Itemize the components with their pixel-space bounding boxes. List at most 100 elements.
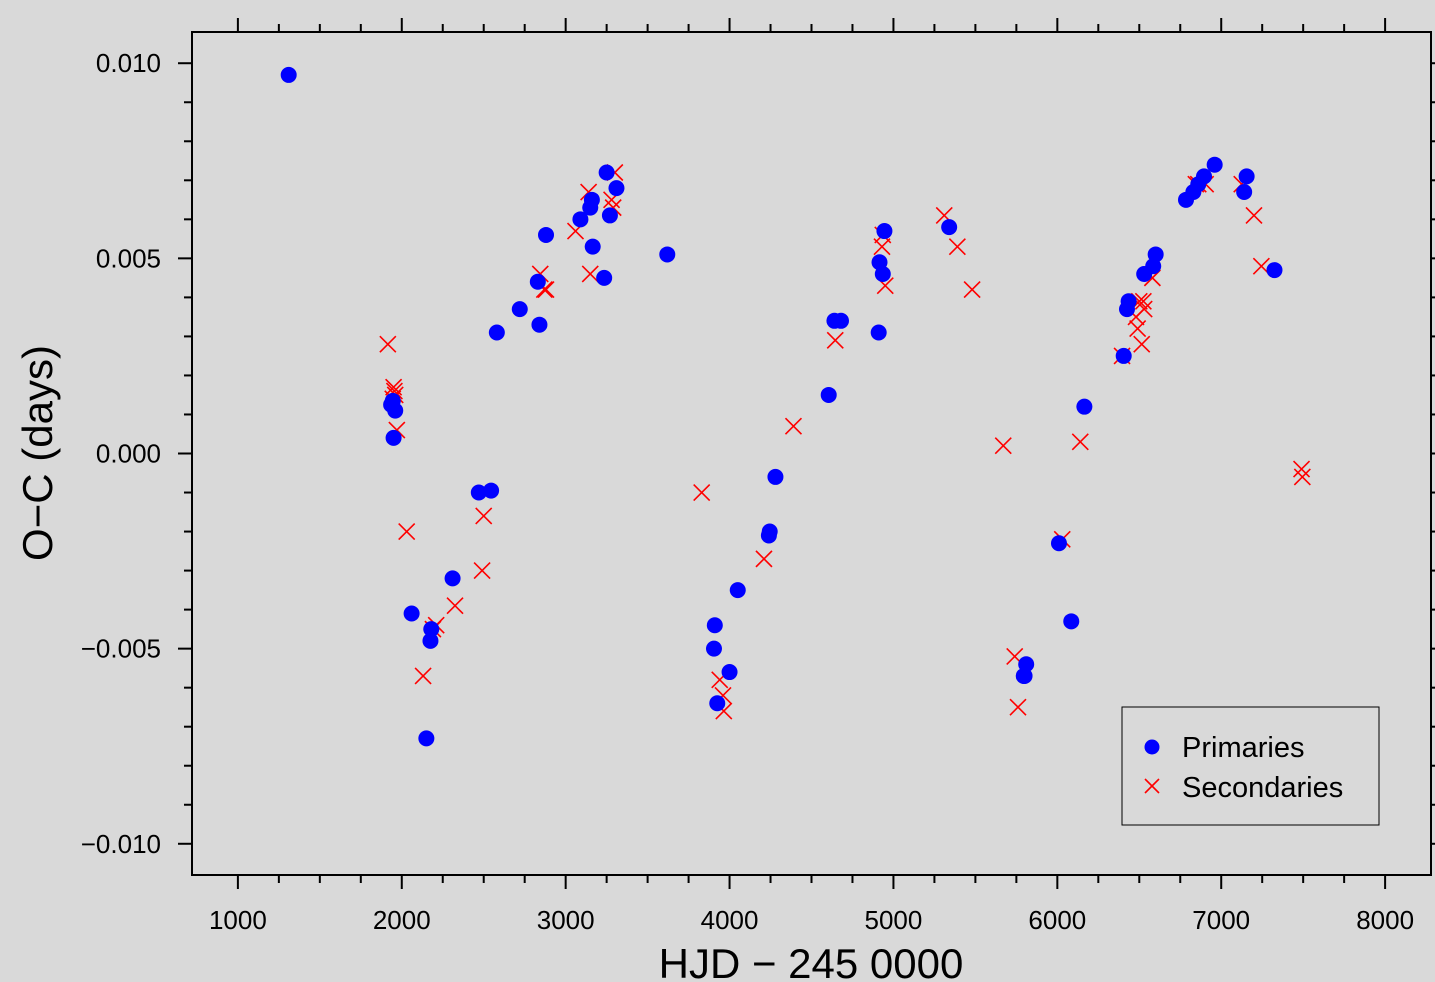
y-axis-label: O−C (days) (14, 345, 61, 561)
x-tick-label: 7000 (1192, 905, 1250, 935)
secondary-point (473, 562, 491, 580)
primary-point (418, 730, 435, 747)
primary-point (1147, 246, 1164, 263)
primary-point (1016, 667, 1033, 684)
primary-point (1115, 347, 1132, 364)
primary-point (874, 265, 891, 282)
legend-secondaries-marker (1144, 778, 1160, 794)
primary-point (572, 211, 589, 228)
x-axis-label: HJD − 245 0000 (659, 940, 964, 982)
secondary-point (1292, 460, 1311, 478)
primary-point (941, 219, 958, 236)
secondary-point (963, 281, 981, 299)
secondary-point (446, 597, 464, 615)
primary-point (1236, 184, 1253, 201)
primary-point (1206, 156, 1223, 173)
secondary-point (414, 667, 432, 685)
primary-point (423, 621, 440, 638)
x-tick-label: 4000 (701, 905, 759, 935)
primary-point (280, 66, 297, 83)
primary-point (608, 180, 625, 197)
primary-point (1018, 656, 1035, 673)
primary-point (870, 324, 887, 341)
legend: Primaries Secondaries (1121, 706, 1380, 826)
y-tick-label: 0.005 (96, 243, 161, 273)
secondary-point (1071, 433, 1089, 451)
primary-point (706, 617, 723, 634)
primary-point (761, 523, 778, 540)
primary-point (470, 484, 487, 501)
data-markers (280, 66, 1311, 747)
y-axis-tick-labels: 0.010 0.005 0.000 −0.005 −0.010 (81, 48, 161, 859)
secondary-point (1245, 206, 1263, 224)
legend-secondaries-label: Secondaries (1182, 772, 1343, 804)
y-tick-label: −0.010 (81, 829, 161, 859)
primary-point (1076, 398, 1093, 415)
primary-point (583, 191, 600, 208)
secondary-point (994, 437, 1012, 455)
secondary-point (398, 522, 416, 541)
legend-primaries-label: Primaries (1182, 732, 1304, 764)
secondary-point (1009, 698, 1027, 716)
x-axis-tick-labels: 1000 2000 3000 4000 5000 6000 7000 8000 (209, 905, 1414, 935)
primary-point (1120, 293, 1137, 310)
legend-primaries-marker (1144, 739, 1160, 755)
secondary-point (755, 550, 773, 568)
primary-point (596, 269, 613, 286)
primary-point (488, 324, 505, 341)
secondary-point (379, 335, 397, 353)
x-tick-label: 3000 (537, 905, 595, 935)
primary-point (1063, 613, 1080, 630)
secondary-point (784, 417, 803, 435)
y-tick-label: 0.000 (96, 439, 161, 469)
secondary-point (693, 483, 711, 502)
primary-point (529, 273, 546, 290)
secondary-point (475, 507, 493, 525)
primary-point (387, 402, 404, 419)
x-tick-label: 6000 (1028, 905, 1086, 935)
secondary-point (1129, 320, 1147, 338)
primary-point (531, 316, 548, 333)
x-tick-label: 5000 (865, 905, 923, 935)
primary-point (833, 312, 849, 329)
primary-point (403, 605, 420, 622)
secondary-point (1133, 335, 1151, 353)
secondary-point (385, 378, 403, 396)
secondary-point (1293, 468, 1311, 486)
primary-point (598, 164, 615, 181)
secondary-point (1135, 300, 1153, 318)
primary-point (820, 386, 837, 403)
primary-point (385, 429, 402, 446)
primary-point (511, 301, 528, 318)
primary-point (729, 582, 746, 599)
secondary-point (581, 265, 599, 283)
x-tick-label: 2000 (373, 905, 431, 935)
y-tick-label: −0.005 (81, 634, 161, 664)
x-axis-ticks (236, 18, 1387, 889)
secondary-point (826, 331, 844, 349)
primary-point (444, 570, 461, 587)
primary-point (1050, 535, 1067, 552)
primary-point (876, 223, 893, 240)
secondary-point (1134, 292, 1152, 310)
primary-point (584, 238, 601, 255)
primary-point (1196, 168, 1213, 185)
y-tick-label: 0.010 (96, 48, 161, 78)
primary-point (1266, 262, 1283, 279)
x-tick-label: 8000 (1356, 905, 1414, 935)
y-axis-ticks (178, 62, 1435, 845)
primary-point (721, 664, 738, 681)
legend-box (1121, 706, 1380, 826)
primary-point (538, 226, 554, 243)
primary-point (422, 632, 439, 649)
primary-point (601, 207, 618, 224)
primary-point (659, 246, 676, 263)
primary-point (1238, 168, 1255, 185)
x-tick-label: 1000 (209, 905, 267, 935)
primary-point (709, 695, 726, 712)
primary-point (767, 468, 784, 485)
secondary-point (948, 238, 966, 256)
primary-point (705, 640, 722, 657)
primary-point (483, 482, 500, 499)
